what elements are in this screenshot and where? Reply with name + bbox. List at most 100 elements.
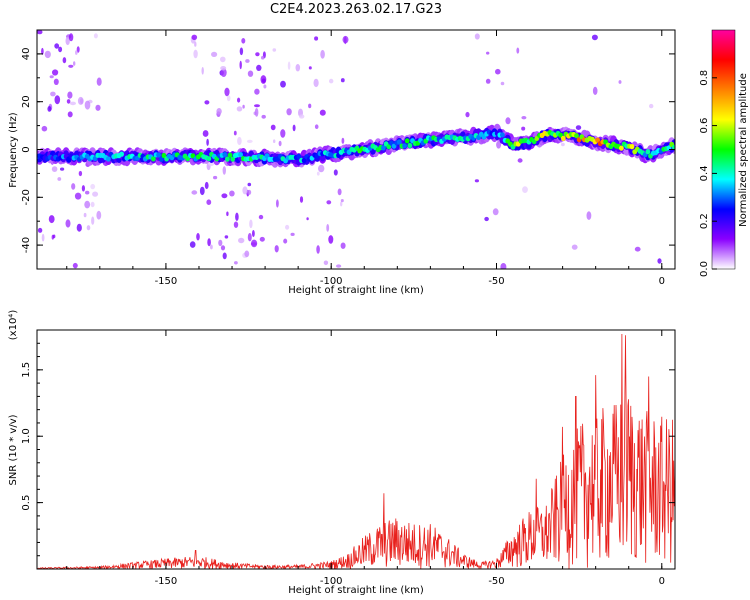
noise-blob bbox=[196, 233, 200, 241]
noise-blob bbox=[54, 95, 61, 105]
noise-blob bbox=[194, 41, 197, 47]
noise-blob bbox=[85, 190, 90, 195]
noise-blob bbox=[273, 139, 276, 143]
noise-blob bbox=[241, 38, 246, 44]
ridge-blob bbox=[161, 152, 167, 159]
noise-blob bbox=[242, 186, 248, 195]
ridge-blob bbox=[119, 151, 124, 157]
noise-blob bbox=[73, 61, 76, 66]
ridge-blob bbox=[381, 145, 386, 151]
noise-blob bbox=[274, 245, 279, 253]
noise-blob bbox=[221, 193, 228, 199]
noise-blob bbox=[561, 142, 565, 147]
noise-blob bbox=[65, 36, 70, 46]
noise-blob bbox=[318, 164, 325, 173]
colorbar-tick-label: 0.6 bbox=[699, 118, 710, 134]
noise-blob bbox=[326, 224, 330, 232]
noise-blob bbox=[571, 244, 578, 250]
noise-blob bbox=[521, 116, 527, 120]
noise-blob bbox=[68, 33, 74, 42]
spectrogram-panel: -150 -100 -50 0 -40 -20 0 20 40 Height of straig… bbox=[8, 29, 676, 296]
ridge-blob bbox=[671, 144, 675, 150]
noise-blob bbox=[204, 181, 209, 190]
noise-blob bbox=[60, 167, 65, 171]
noise-blob bbox=[44, 50, 51, 59]
noise-blob bbox=[58, 46, 63, 53]
spec-ytick-label: 40 bbox=[21, 48, 32, 61]
colorbar-tick-label: 0.2 bbox=[699, 213, 710, 229]
colorbar-tick-label: 0.8 bbox=[699, 70, 710, 86]
noise-blob bbox=[255, 52, 260, 57]
noise-blob bbox=[340, 199, 344, 203]
noise-blob bbox=[261, 55, 265, 60]
noise-blob bbox=[239, 60, 242, 70]
spec-ytick-label: 0 bbox=[21, 146, 32, 152]
snr-ytick-label: 0.5 bbox=[21, 495, 32, 511]
noise-blob bbox=[492, 208, 499, 216]
colorbar: 0.0 0.2 0.4 0.6 0.8 Normalized spectral ampl… bbox=[699, 29, 749, 277]
snr-xtick-label: -50 bbox=[488, 576, 504, 587]
spectrogram-ylabel: Frequency (Hz) bbox=[8, 112, 19, 188]
noise-blob bbox=[474, 33, 480, 40]
noise-blob bbox=[287, 61, 291, 70]
noise-blob bbox=[52, 69, 59, 76]
ridge-blob bbox=[404, 138, 410, 144]
noise-blob bbox=[83, 212, 87, 218]
ridge-blob bbox=[402, 143, 407, 149]
spec-xtick-label: -150 bbox=[155, 276, 178, 287]
spectrogram-marks bbox=[37, 30, 675, 269]
ridge-blob bbox=[500, 132, 505, 138]
noise-blob bbox=[336, 264, 342, 268]
ridge-blob bbox=[296, 153, 302, 159]
spec-ytick-label: 20 bbox=[21, 95, 32, 108]
noise-blob bbox=[226, 95, 231, 102]
noise-blob bbox=[323, 260, 329, 266]
noise-blob bbox=[249, 219, 253, 229]
noise-blob bbox=[76, 46, 80, 53]
noise-blob bbox=[244, 250, 250, 258]
noise-blob bbox=[68, 64, 74, 68]
noise-blob bbox=[295, 63, 301, 72]
noise-blob bbox=[299, 196, 304, 203]
noise-blob bbox=[218, 239, 223, 247]
noise-blob bbox=[216, 108, 222, 115]
noise-blob bbox=[344, 36, 347, 45]
noise-blob bbox=[233, 130, 237, 136]
noise-blob bbox=[54, 43, 60, 49]
noise-blob bbox=[84, 200, 91, 209]
noise-blob bbox=[65, 219, 71, 228]
noise-blob bbox=[193, 49, 198, 59]
ridge-blob bbox=[227, 152, 233, 158]
noise-blob bbox=[340, 78, 345, 83]
noise-blob bbox=[204, 100, 210, 105]
noise-blob bbox=[254, 108, 259, 117]
snr-frame bbox=[36, 329, 676, 570]
noise-blob bbox=[314, 36, 319, 41]
noise-blob bbox=[290, 232, 295, 236]
noise-blob bbox=[286, 108, 292, 116]
noise-blob bbox=[314, 124, 319, 129]
snr-ticks: -150 -100 -50 0 0.5 1.0 1.5 bbox=[21, 330, 675, 587]
noise-blob bbox=[41, 233, 45, 242]
noise-blob bbox=[69, 101, 76, 106]
noise-blob bbox=[41, 47, 44, 55]
noise-blob bbox=[485, 78, 491, 84]
noise-blob bbox=[516, 47, 520, 54]
noise-blob bbox=[81, 185, 85, 192]
snr-xtick-label: -150 bbox=[155, 576, 178, 587]
ridge-blob bbox=[238, 152, 244, 158]
noise-blob bbox=[49, 75, 54, 79]
noise-blob bbox=[285, 224, 290, 230]
noise-blob bbox=[340, 242, 346, 249]
noise-blob bbox=[592, 86, 598, 95]
noise-blob bbox=[41, 125, 48, 132]
noise-blob bbox=[57, 177, 62, 181]
noise-blob bbox=[505, 117, 511, 125]
noise-blob bbox=[199, 186, 205, 196]
noise-blob bbox=[247, 182, 252, 187]
noise-blob bbox=[246, 139, 253, 143]
noise-blob bbox=[207, 238, 211, 247]
noise-blob bbox=[239, 47, 244, 56]
noise-blob bbox=[77, 96, 84, 105]
